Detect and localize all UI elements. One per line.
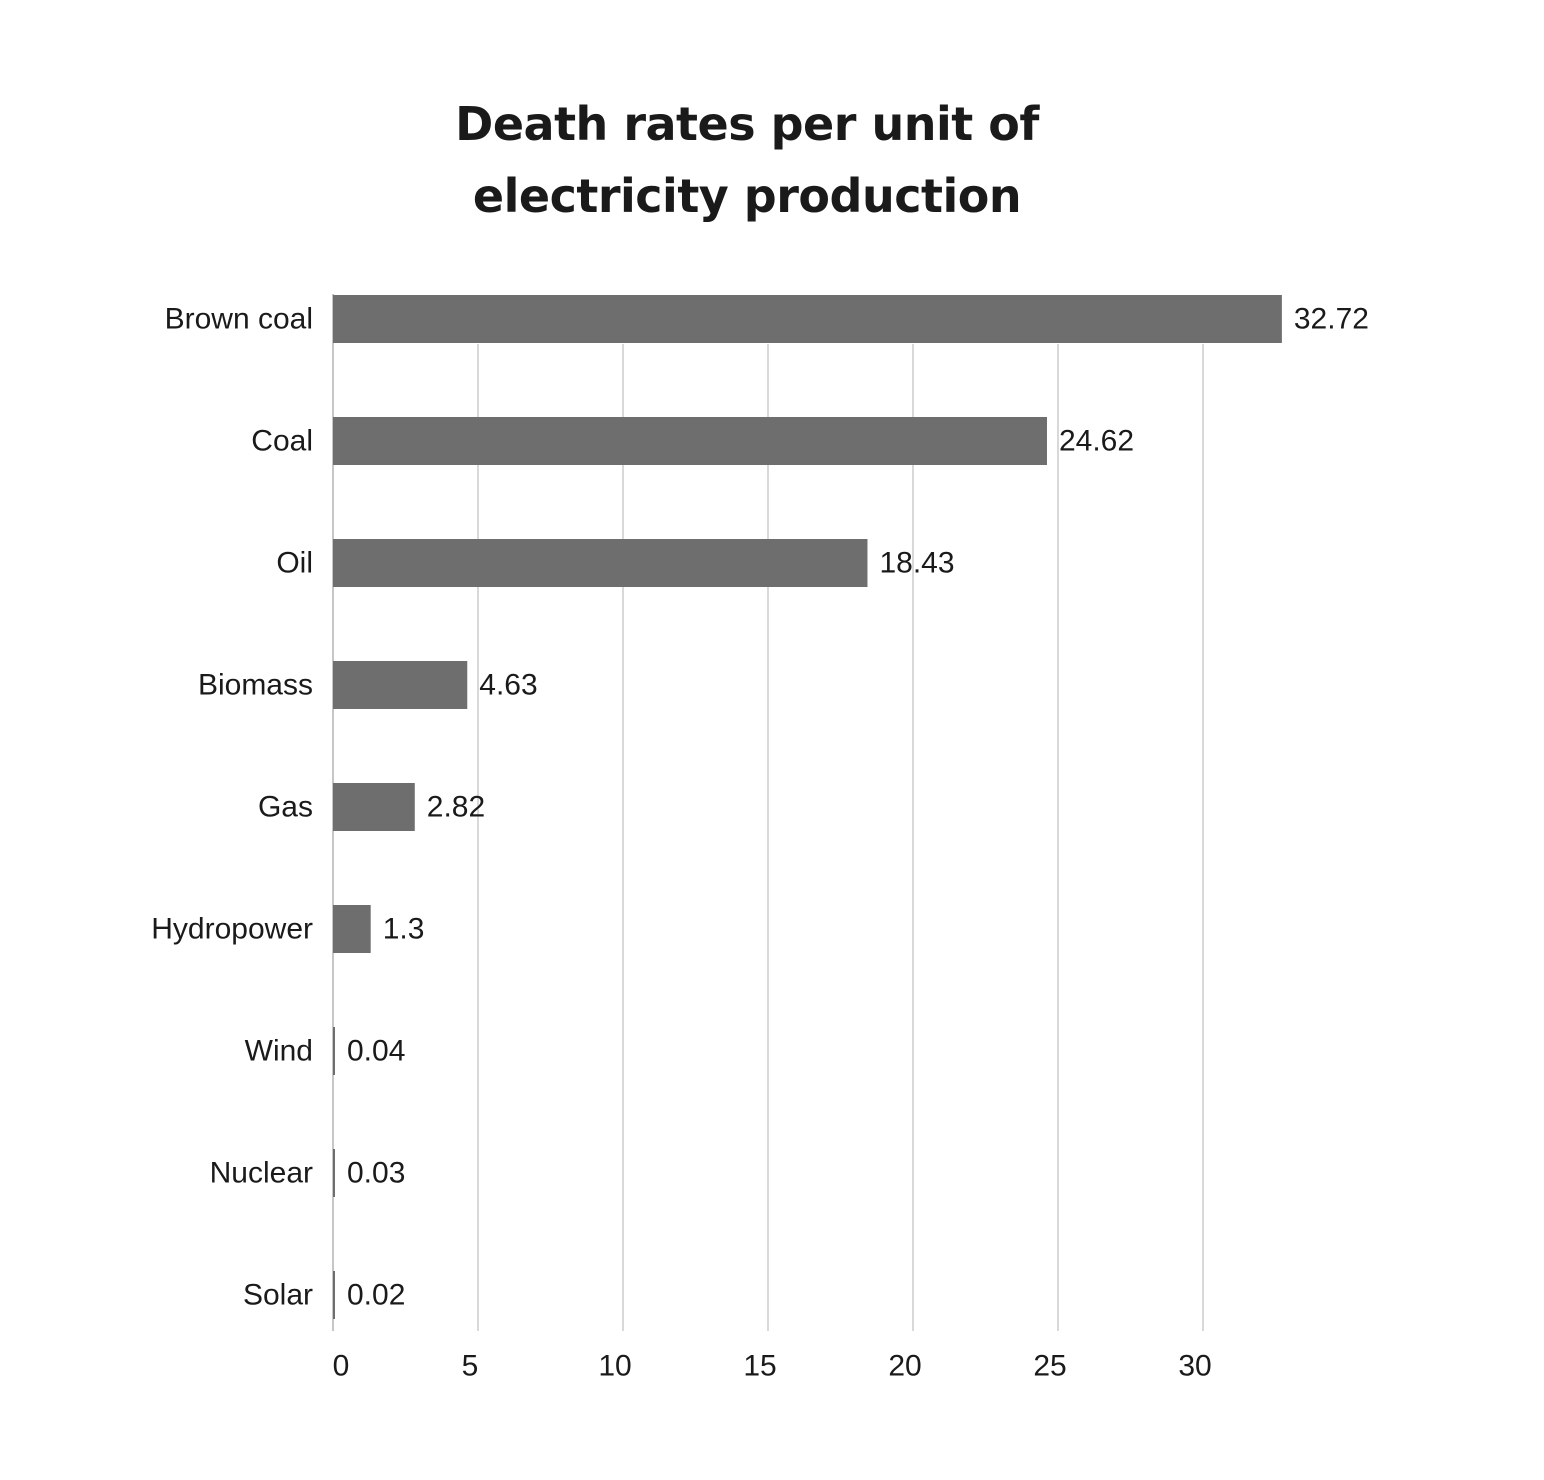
chart-title-line-1: Death rates per unit of — [455, 97, 1039, 151]
bar-biomass — [333, 661, 468, 709]
category-label-oil: Oil — [276, 547, 313, 580]
x-tick-label-0: 0 — [333, 1350, 350, 1383]
bars — [333, 295, 1282, 1319]
x-tick-label-30: 30 — [1178, 1350, 1211, 1383]
bar-hydropower — [333, 905, 371, 953]
x-tick-label-25: 25 — [1033, 1350, 1066, 1383]
bar-nuclear — [333, 1149, 335, 1197]
value-label-gas: 2.82 — [427, 791, 485, 824]
value-label-nuclear: 0.03 — [347, 1157, 405, 1190]
x-tick-label-10: 10 — [598, 1350, 631, 1383]
bar-gas — [333, 783, 415, 831]
x-axis-tick-labels: 0 5 10 15 20 25 30 — [333, 1350, 1212, 1383]
x-tick-label-20: 20 — [888, 1350, 921, 1383]
bar-oil — [333, 539, 868, 587]
value-label-wind: 0.04 — [347, 1035, 405, 1068]
bar-solar — [333, 1271, 335, 1319]
x-tick-label-5: 5 — [462, 1350, 479, 1383]
value-label-solar: 0.02 — [347, 1279, 405, 1312]
chart-title: Death rates per unit of electricity prod… — [0, 88, 1494, 232]
category-label-nuclear: Nuclear — [210, 1157, 313, 1190]
value-label-biomass: 4.63 — [479, 669, 537, 702]
value-label-hydropower: 1.3 — [383, 913, 425, 946]
value-label-brown-coal: 32.72 — [1294, 303, 1369, 336]
category-label-biomass: Biomass — [198, 669, 313, 702]
bar-coal — [333, 417, 1047, 465]
bar-wind — [333, 1027, 335, 1075]
value-label-coal: 24.62 — [1059, 425, 1134, 458]
category-label-brown-coal: Brown coal — [165, 303, 313, 336]
category-label-hydropower: Hydropower — [151, 913, 313, 946]
value-label-oil: 18.43 — [879, 547, 954, 580]
value-labels: 32.72 24.62 18.43 4.63 2.82 1.3 0.04 0.03 0.02 — [347, 303, 1369, 1312]
bar-brown-coal — [333, 295, 1282, 343]
category-label-gas: Gas — [258, 791, 313, 824]
x-tick-label-15: 15 — [743, 1350, 776, 1383]
category-label-solar: Solar — [243, 1279, 313, 1312]
chart-title-line-2: electricity production — [472, 169, 1022, 223]
category-label-coal: Coal — [251, 425, 313, 458]
category-labels: Brown coal Coal Oil Biomass Gas Hydropower Win… — [151, 303, 313, 1312]
category-label-wind: Wind — [245, 1035, 313, 1068]
